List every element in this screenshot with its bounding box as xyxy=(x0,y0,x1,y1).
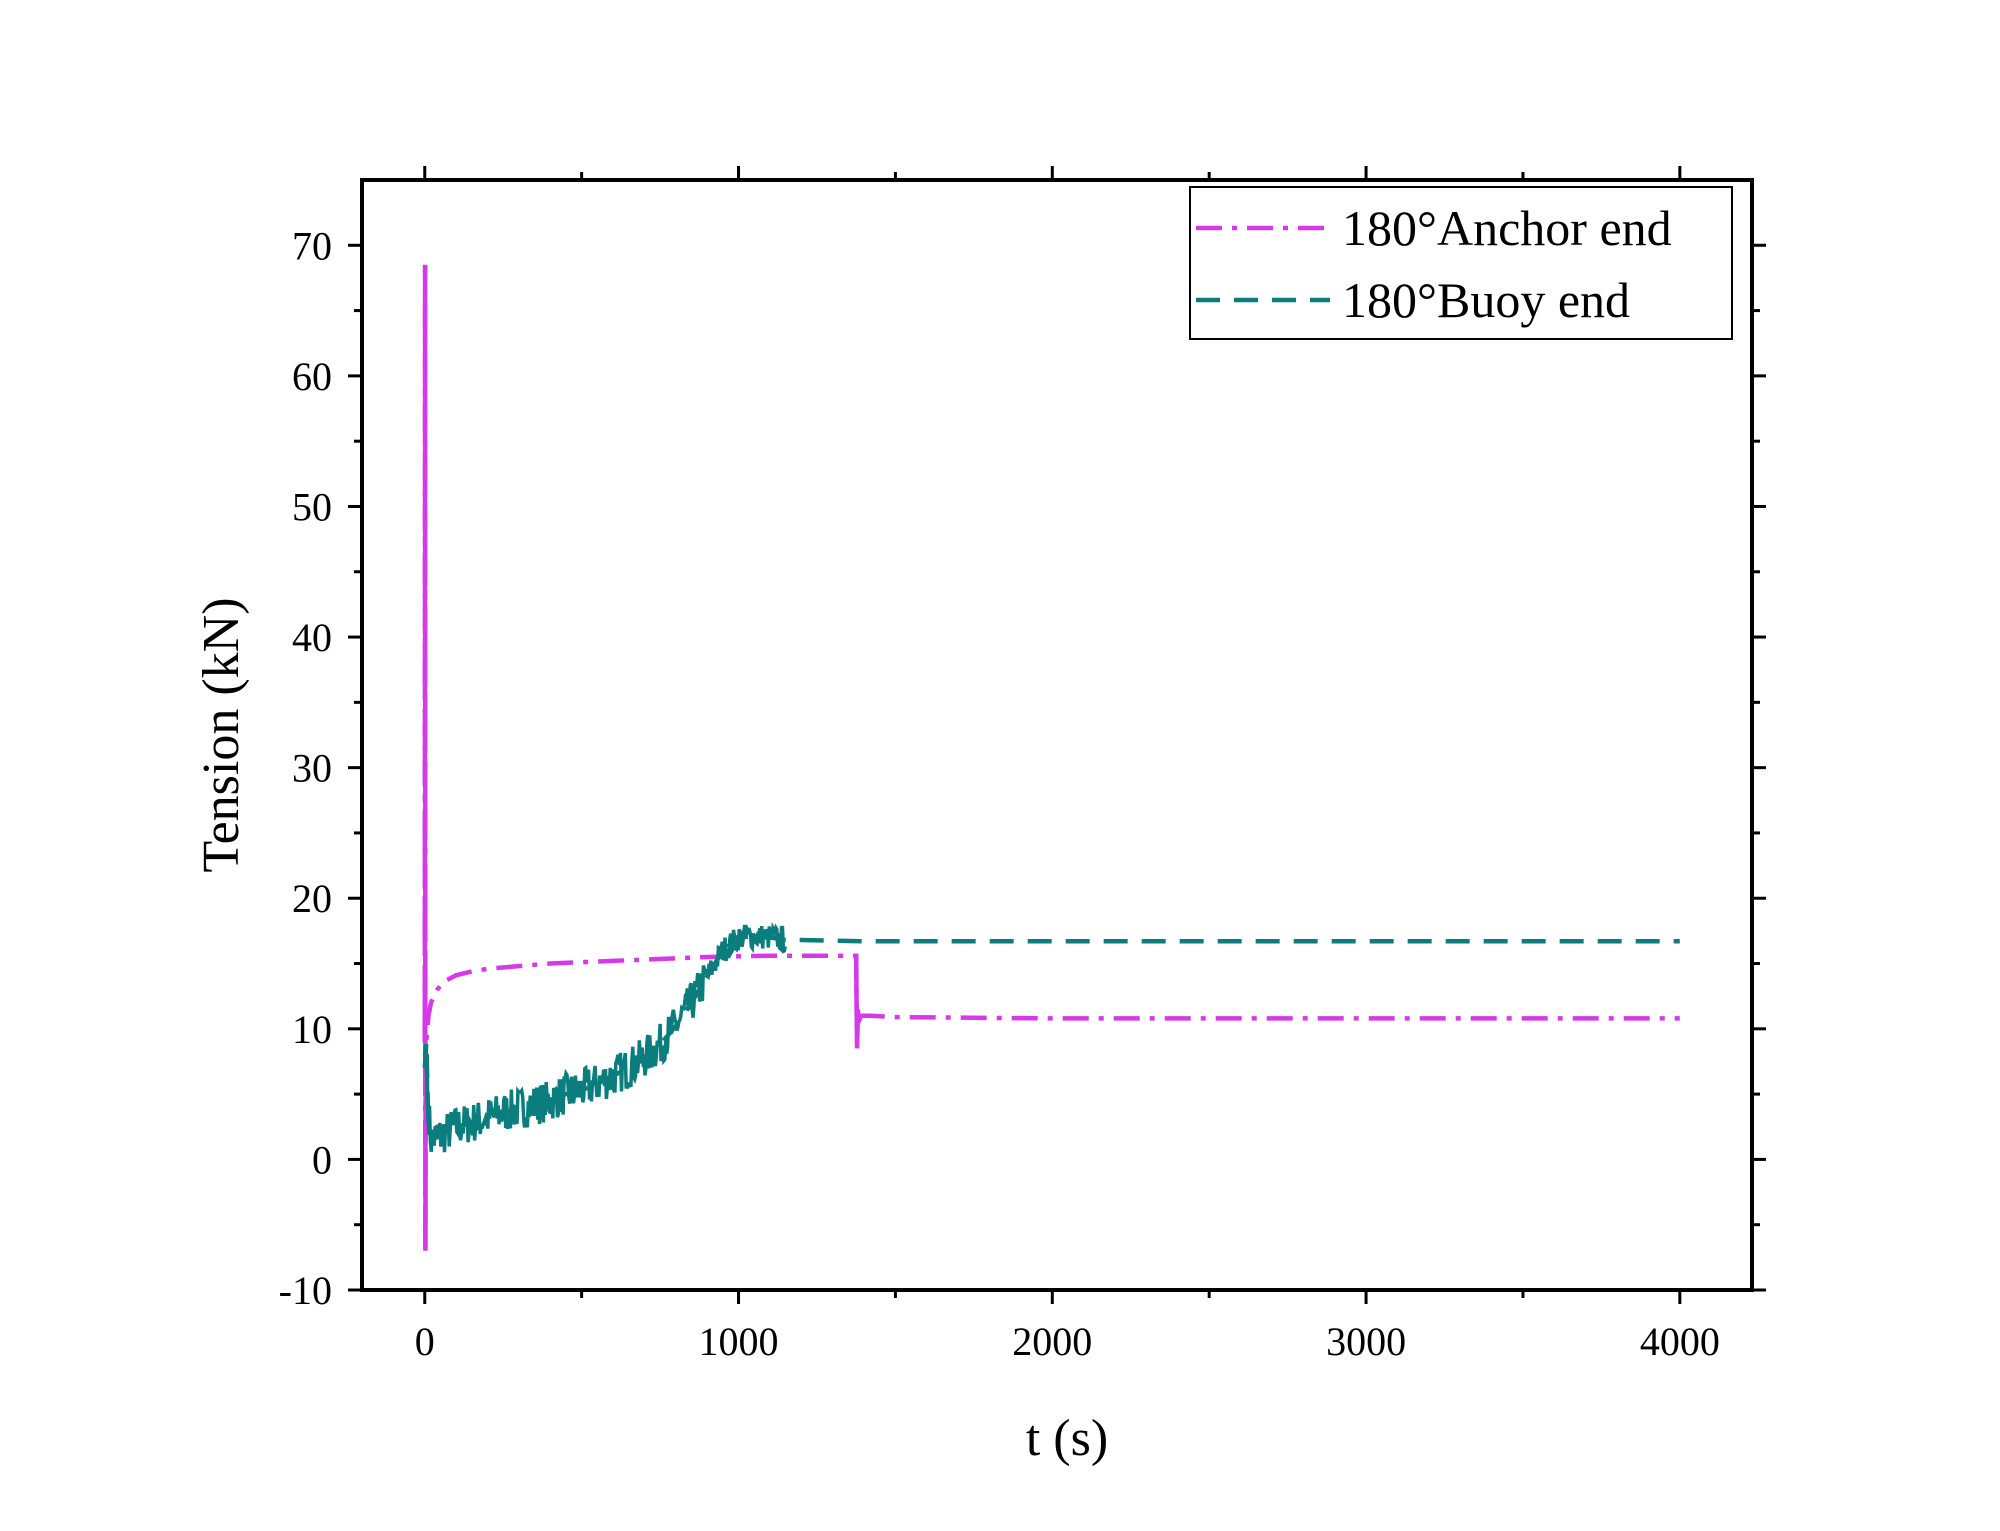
x-tick-label: 1000 xyxy=(699,1319,779,1364)
series-line-buoy-end xyxy=(422,933,1680,1144)
legend-box xyxy=(1189,186,1733,340)
series-drop-anchor-end xyxy=(853,955,864,1049)
series-spike-anchor-end xyxy=(422,264,428,1251)
series-line-anchor-end xyxy=(422,264,1680,1251)
series-noise-buoy-end xyxy=(426,921,788,1153)
y-tick-label: 0 xyxy=(312,1137,332,1182)
y-tick-label: 50 xyxy=(292,484,332,529)
x-axis-title: t (s) xyxy=(1026,1410,1108,1467)
y-tick-label: 20 xyxy=(292,876,332,921)
y-tick-label: 60 xyxy=(292,354,332,399)
y-tick-label: 70 xyxy=(292,223,332,268)
legend: 180°Anchor end 180°Buoy end xyxy=(1189,186,1733,340)
y-tick-label: 10 xyxy=(292,1007,332,1052)
x-tick-label: 0 xyxy=(415,1319,435,1364)
legend-label-buoy-end: 180°Buoy end xyxy=(1342,272,1630,328)
y-axis-title: Tension (kN) xyxy=(193,597,250,872)
y-tick-label: 40 xyxy=(292,615,332,660)
x-tick-label: 4000 xyxy=(1640,1319,1720,1364)
plot-area xyxy=(422,264,1680,1251)
x-tick-label: 3000 xyxy=(1326,1319,1406,1364)
y-tick-label: -10 xyxy=(279,1268,332,1313)
y-tick-label: 30 xyxy=(292,746,332,791)
axis-ticks xyxy=(348,166,1766,1304)
legend-label-anchor-end: 180°Anchor end xyxy=(1342,200,1672,256)
tick-labels: 0 1000 2000 3000 4000 -10 0 10 20 30 40 50 60 70 xyxy=(279,223,1720,1364)
series-start-buoy-end xyxy=(422,1045,431,1126)
plot-frame xyxy=(360,178,1754,1292)
x-tick-label: 2000 xyxy=(1012,1319,1092,1364)
